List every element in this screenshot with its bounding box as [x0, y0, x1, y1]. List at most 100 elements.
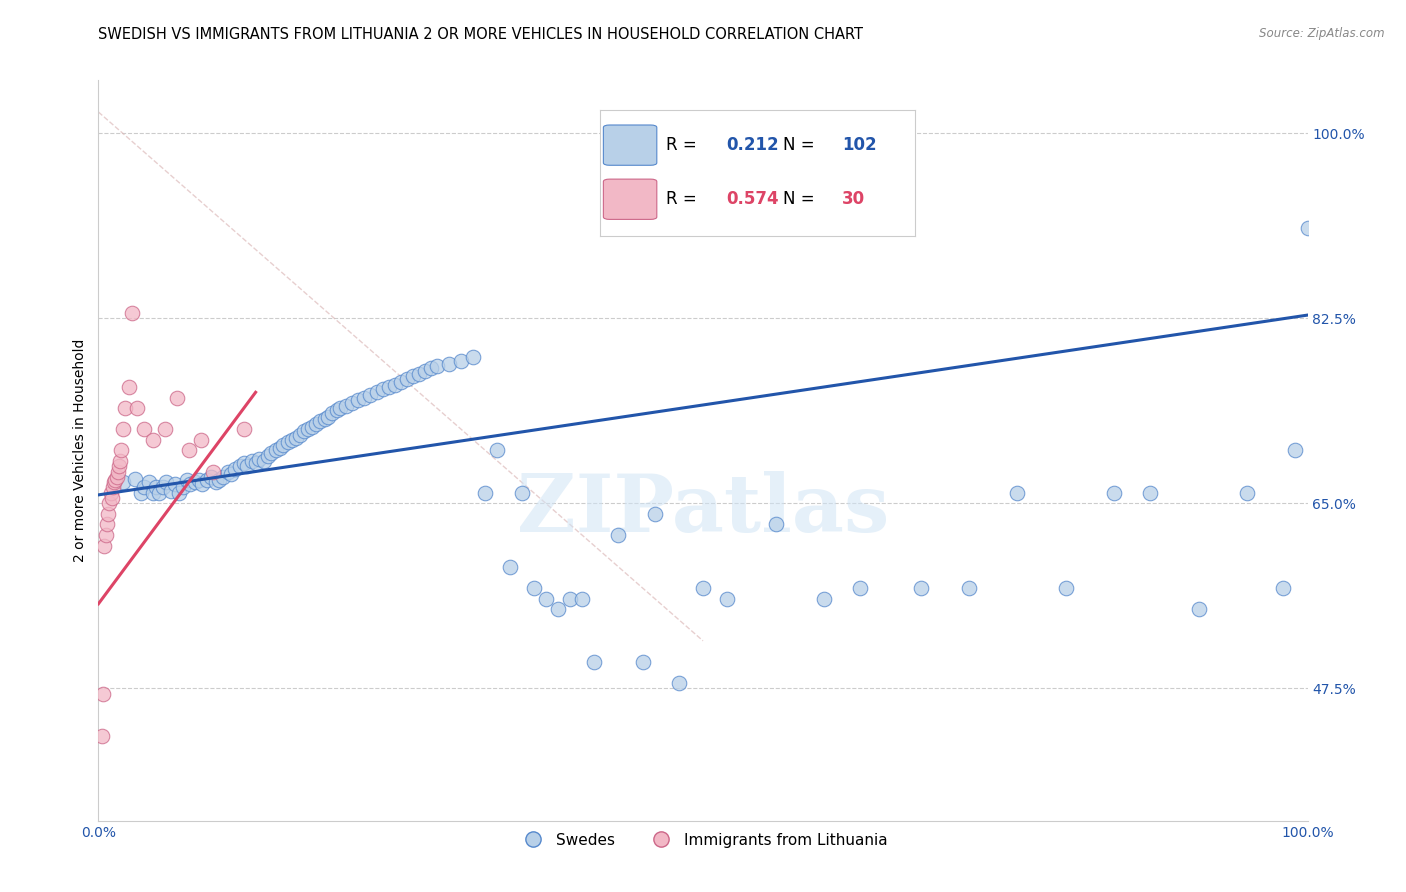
Point — [179, 443, 201, 458]
Point — [93, 539, 115, 553]
Point — [110, 443, 132, 458]
Point — [179, 477, 201, 491]
Point — [910, 581, 932, 595]
Point — [371, 382, 394, 396]
Point — [91, 729, 114, 743]
Point — [224, 462, 246, 476]
Point — [208, 473, 231, 487]
Point — [103, 475, 125, 490]
Point — [100, 485, 122, 500]
Point — [486, 443, 509, 458]
Point — [474, 485, 496, 500]
Point — [377, 380, 399, 394]
Point — [284, 431, 307, 445]
Point — [329, 401, 352, 416]
Point — [247, 451, 270, 466]
Point — [498, 559, 520, 574]
Point — [134, 422, 156, 436]
Point — [644, 507, 666, 521]
Point — [195, 473, 218, 487]
Point — [1284, 443, 1306, 458]
Point — [849, 581, 872, 595]
Point — [107, 465, 129, 479]
Point — [523, 581, 546, 595]
Point — [583, 655, 606, 669]
Point — [91, 687, 114, 701]
Point — [127, 401, 149, 416]
Point — [301, 420, 323, 434]
Point — [308, 414, 330, 428]
Point — [402, 369, 425, 384]
Point — [957, 581, 980, 595]
Point — [253, 454, 276, 468]
Point — [366, 385, 388, 400]
Point — [292, 425, 315, 439]
Point — [342, 396, 364, 410]
Point — [153, 422, 176, 436]
Point — [389, 375, 412, 389]
Point — [232, 456, 254, 470]
Legend: Swedes, Immigrants from Lithuania: Swedes, Immigrants from Lithuania — [512, 827, 894, 854]
Point — [114, 401, 136, 416]
Point — [1236, 485, 1258, 500]
Point — [142, 485, 165, 500]
Point — [200, 470, 222, 484]
Point — [105, 470, 128, 484]
Point — [184, 475, 207, 490]
Point — [692, 581, 714, 595]
Point — [437, 357, 460, 371]
Point — [111, 422, 134, 436]
Point — [547, 602, 569, 616]
Point — [121, 306, 143, 320]
Point — [1272, 581, 1295, 595]
Point — [229, 459, 252, 474]
Point — [413, 364, 436, 378]
Point — [426, 359, 449, 373]
Point — [631, 655, 654, 669]
Point — [204, 475, 226, 490]
Point — [321, 407, 343, 421]
Point — [1102, 485, 1125, 500]
Point — [360, 388, 382, 402]
Point — [316, 409, 339, 424]
Point — [325, 403, 347, 417]
Point — [264, 443, 287, 458]
Point — [510, 485, 533, 500]
Point — [176, 473, 198, 487]
Point — [138, 475, 160, 490]
Point — [335, 399, 357, 413]
Point — [236, 459, 259, 474]
Point — [163, 477, 186, 491]
Point — [408, 368, 430, 382]
Point — [668, 676, 690, 690]
Point — [571, 591, 593, 606]
Point — [155, 475, 177, 490]
Point — [202, 465, 225, 479]
Point — [245, 456, 267, 470]
Point — [813, 591, 835, 606]
Point — [191, 477, 214, 491]
Point — [221, 467, 243, 481]
Point — [172, 480, 194, 494]
Point — [273, 438, 295, 452]
Point — [240, 454, 263, 468]
Text: ZIPatlas: ZIPatlas — [517, 471, 889, 549]
Point — [94, 528, 117, 542]
Point — [1139, 485, 1161, 500]
Point — [716, 591, 738, 606]
Text: Source: ZipAtlas.com: Source: ZipAtlas.com — [1260, 27, 1385, 40]
Point — [1007, 485, 1029, 500]
Point — [534, 591, 557, 606]
Point — [124, 472, 146, 486]
Point — [314, 411, 336, 425]
Point — [420, 361, 443, 376]
Point — [395, 371, 418, 385]
Point — [96, 517, 118, 532]
Point — [148, 485, 170, 500]
Point — [129, 485, 152, 500]
Point — [290, 427, 312, 442]
Point — [108, 454, 131, 468]
Point — [347, 392, 370, 407]
Point — [269, 442, 291, 456]
Point — [558, 591, 581, 606]
